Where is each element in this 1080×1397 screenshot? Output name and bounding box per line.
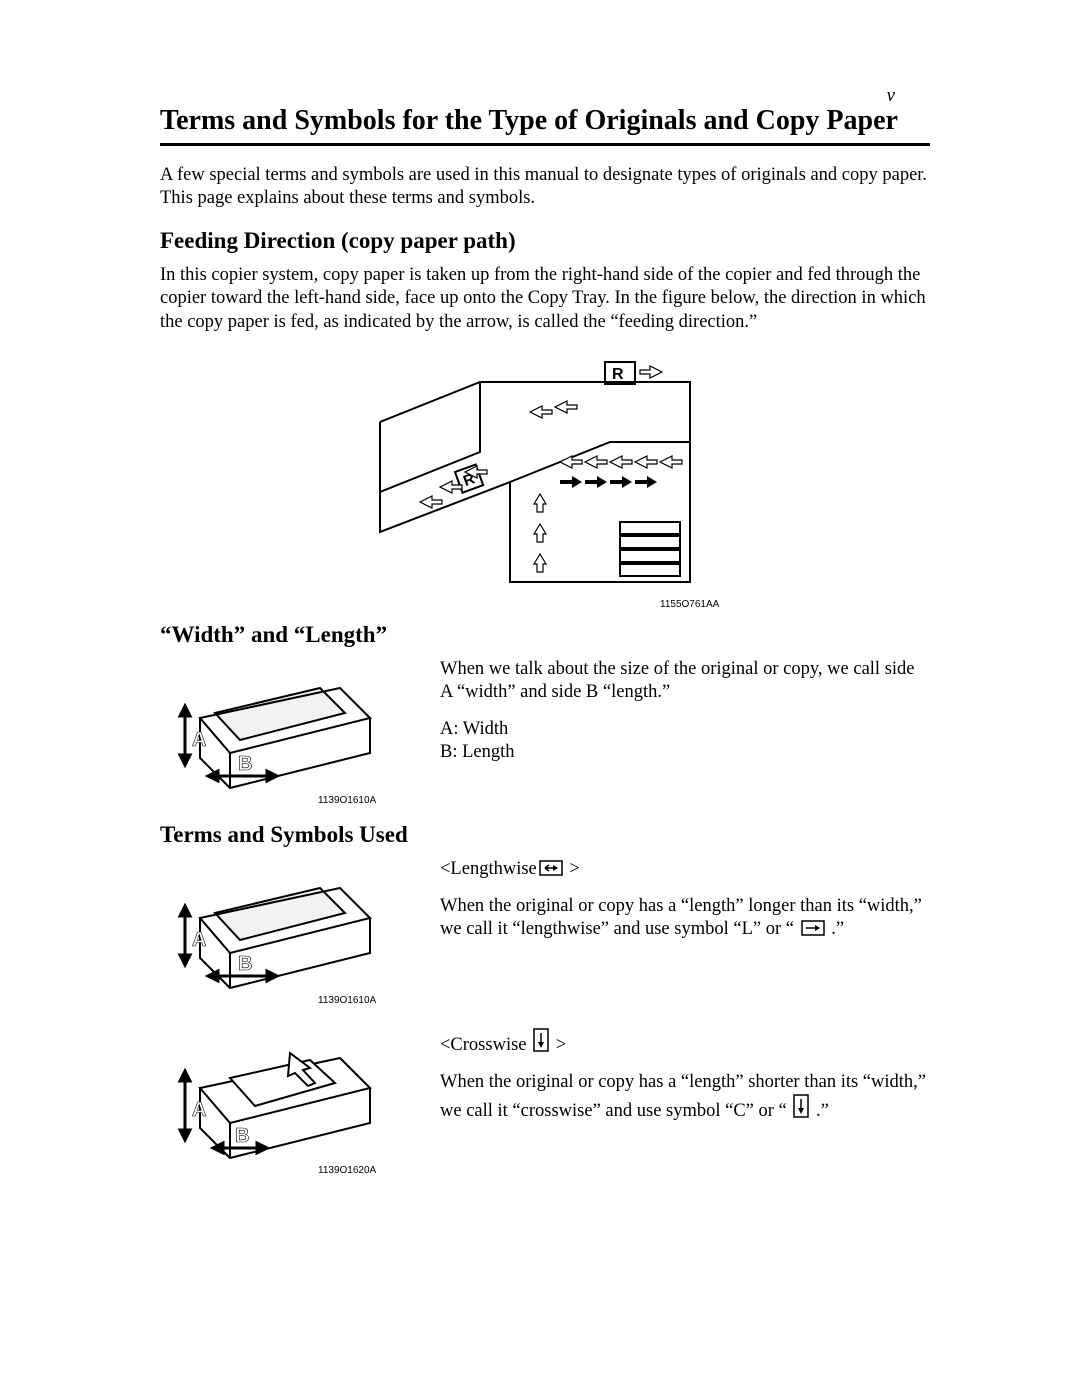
crosswise-label-pre: <Crosswise [440, 1035, 531, 1055]
crosswise-body: When the original or copy has a “length”… [440, 1071, 930, 1123]
lengthwise-icon [539, 860, 563, 876]
lengthwise-diagram-svg: A B 1139O1610A [160, 858, 380, 1008]
legend-b: B: Length [440, 741, 930, 764]
ab-diagram-svg: A B 1139O1610A [160, 658, 380, 808]
crosswise-label: <Crosswise > [440, 1028, 930, 1057]
lengthwise-text: <Lengthwise > When the original or copy … [440, 858, 930, 955]
title-rule [160, 143, 930, 146]
svg-text:B: B [238, 953, 252, 975]
crosswise-icon [533, 1028, 549, 1052]
crosswise-body-pre: When the original or copy has a “length”… [440, 1072, 926, 1121]
copier-diagram-svg: R R [360, 352, 730, 612]
svg-text:A: A [192, 729, 206, 751]
crosswise-icon-inline [793, 1094, 809, 1118]
feeding-figure-wrap: R R [160, 352, 930, 612]
crosswise-figure-id: 1139O1620A [318, 1165, 377, 1176]
crosswise-body-post: .” [811, 1101, 828, 1121]
lengthwise-label: <Lengthwise > [440, 858, 930, 881]
width-length-figure: A B 1139O1610A [160, 658, 400, 808]
lengthwise-label-post: > [565, 859, 580, 879]
lengthwise-label-pre: <Lengthwise [440, 859, 537, 879]
page-title: Terms and Symbols for the Type of Origin… [160, 105, 930, 137]
width-length-heading: “Width” and “Length” [160, 622, 930, 648]
crosswise-label-post: > [551, 1035, 566, 1055]
lengthwise-figure: A B 1139O1610A [160, 858, 400, 1008]
crosswise-diagram-svg: A B 1139O1620A [160, 1028, 380, 1178]
width-length-figure-id: 1139O1610A [318, 795, 377, 806]
width-length-text: When we talk about the size of the origi… [440, 658, 930, 765]
lengthwise-row: A B 1139O1610A <Lengthwise > When the or… [160, 858, 930, 1008]
feeding-heading: Feeding Direction (copy paper path) [160, 228, 930, 254]
feeding-body: In this copier system, copy paper is tak… [160, 264, 930, 333]
svg-text:A: A [192, 929, 206, 951]
lengthwise-body-pre: When the original or copy has a “length”… [440, 896, 922, 939]
feeding-figure-id: 1155O761AA [660, 599, 720, 610]
crosswise-row: A B 1139O1620A <Crosswise > When the ori… [160, 1028, 930, 1178]
lengthwise-body-post: .” [827, 919, 844, 939]
lengthwise-figure-id: 1139O1610A [318, 995, 377, 1006]
legend-a: A: Width [440, 718, 930, 741]
crosswise-text: <Crosswise > When the original or copy h… [440, 1028, 930, 1137]
lengthwise-icon-inline [801, 920, 825, 936]
document-page: v Terms and Symbols for the Type of Orig… [0, 0, 1080, 1397]
lengthwise-body: When the original or copy has a “length”… [440, 895, 930, 941]
terms-used-heading: Terms and Symbols Used [160, 822, 930, 848]
width-length-body: When we talk about the size of the origi… [440, 658, 930, 704]
svg-text:A: A [192, 1099, 206, 1121]
page-number: v [887, 85, 895, 107]
width-length-row: A B 1139O1610A When we talk about the si… [160, 658, 930, 808]
svg-text:B: B [238, 753, 252, 775]
svg-text:B: B [235, 1125, 249, 1147]
crosswise-figure: A B 1139O1620A [160, 1028, 400, 1178]
intro-paragraph: A few special terms and symbols are used… [160, 164, 930, 210]
copier-diagram: R R [360, 352, 730, 612]
svg-text:R: R [612, 366, 624, 383]
